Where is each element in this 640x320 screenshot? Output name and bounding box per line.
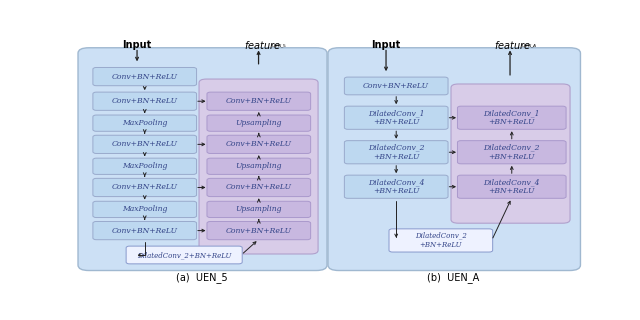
Text: DilatedConv_4
+BN+ReLU: DilatedConv_4 +BN+ReLU (368, 178, 424, 195)
Text: DilatedConv_2
+BN+ReLU: DilatedConv_2 +BN+ReLU (415, 232, 467, 249)
Text: Conv+BN+ReLU: Conv+BN+ReLU (364, 82, 429, 90)
FancyBboxPatch shape (93, 68, 196, 86)
FancyBboxPatch shape (93, 135, 196, 154)
Text: (b)  UEN_A: (b) UEN_A (427, 272, 479, 283)
Text: DilatedConv_4
+BN+ReLU: DilatedConv_4 +BN+ReLU (483, 178, 540, 195)
FancyBboxPatch shape (207, 178, 310, 196)
FancyBboxPatch shape (458, 106, 566, 129)
Text: MaxPooling: MaxPooling (122, 119, 168, 127)
FancyBboxPatch shape (328, 48, 580, 270)
FancyBboxPatch shape (93, 221, 196, 240)
FancyBboxPatch shape (93, 158, 196, 174)
Text: Conv+BN+ReLU: Conv+BN+ReLU (112, 73, 178, 81)
FancyBboxPatch shape (78, 48, 327, 270)
Text: Conv+BN+ReLU: Conv+BN+ReLU (112, 183, 178, 191)
FancyBboxPatch shape (207, 221, 310, 240)
Text: DilatedConv_1
+BN+ReLU: DilatedConv_1 +BN+ReLU (483, 109, 540, 126)
FancyBboxPatch shape (207, 135, 310, 154)
Text: DilatedConv_2
+BN+ReLU: DilatedConv_2 +BN+ReLU (483, 144, 540, 161)
Text: Upsampling: Upsampling (236, 119, 282, 127)
FancyBboxPatch shape (93, 92, 196, 110)
FancyBboxPatch shape (126, 246, 242, 264)
Text: Conv+BN+ReLU: Conv+BN+ReLU (112, 227, 178, 235)
Text: Conv+BN+ReLU: Conv+BN+ReLU (226, 97, 292, 105)
Text: Upsampling: Upsampling (236, 205, 282, 213)
FancyBboxPatch shape (344, 141, 448, 164)
FancyBboxPatch shape (344, 106, 448, 129)
Text: Conv+BN+ReLU: Conv+BN+ReLU (226, 140, 292, 148)
FancyBboxPatch shape (199, 79, 318, 254)
FancyBboxPatch shape (93, 201, 196, 218)
FancyBboxPatch shape (458, 141, 566, 164)
FancyBboxPatch shape (207, 158, 310, 174)
FancyBboxPatch shape (451, 84, 570, 223)
Text: Upsampling: Upsampling (236, 162, 282, 170)
Text: (a)  UEN_5: (a) UEN_5 (176, 272, 227, 283)
Text: $_{UEN\_A}$: $_{UEN\_A}$ (522, 43, 538, 50)
Text: Conv+BN+ReLU: Conv+BN+ReLU (226, 227, 292, 235)
Text: DilatedConv_2
+BN+ReLU: DilatedConv_2 +BN+ReLU (368, 144, 424, 161)
Text: Conv+BN+ReLU: Conv+BN+ReLU (112, 97, 178, 105)
FancyBboxPatch shape (93, 115, 196, 131)
Text: Conv+BN+ReLU: Conv+BN+ReLU (226, 183, 292, 191)
FancyBboxPatch shape (93, 178, 196, 196)
FancyBboxPatch shape (458, 175, 566, 198)
FancyBboxPatch shape (344, 175, 448, 198)
FancyBboxPatch shape (344, 77, 448, 95)
FancyBboxPatch shape (207, 201, 310, 218)
FancyBboxPatch shape (389, 229, 493, 252)
Text: MaxPooling: MaxPooling (122, 205, 168, 213)
Text: $\mathit{feature}$: $\mathit{feature}$ (494, 38, 531, 51)
FancyBboxPatch shape (207, 115, 310, 131)
FancyBboxPatch shape (207, 92, 310, 110)
Text: DilatedConv_2+BN+ReLU: DilatedConv_2+BN+ReLU (137, 251, 231, 259)
Text: Conv+BN+ReLU: Conv+BN+ReLU (112, 140, 178, 148)
Text: Input: Input (122, 40, 152, 50)
Text: $\mathit{feature}$: $\mathit{feature}$ (244, 38, 281, 51)
Text: Input: Input (371, 40, 401, 50)
Text: $_{UEN\_5}$: $_{UEN\_5}$ (271, 43, 287, 50)
Text: MaxPooling: MaxPooling (122, 162, 168, 170)
Text: DilatedConv_1
+BN+ReLU: DilatedConv_1 +BN+ReLU (368, 109, 424, 126)
